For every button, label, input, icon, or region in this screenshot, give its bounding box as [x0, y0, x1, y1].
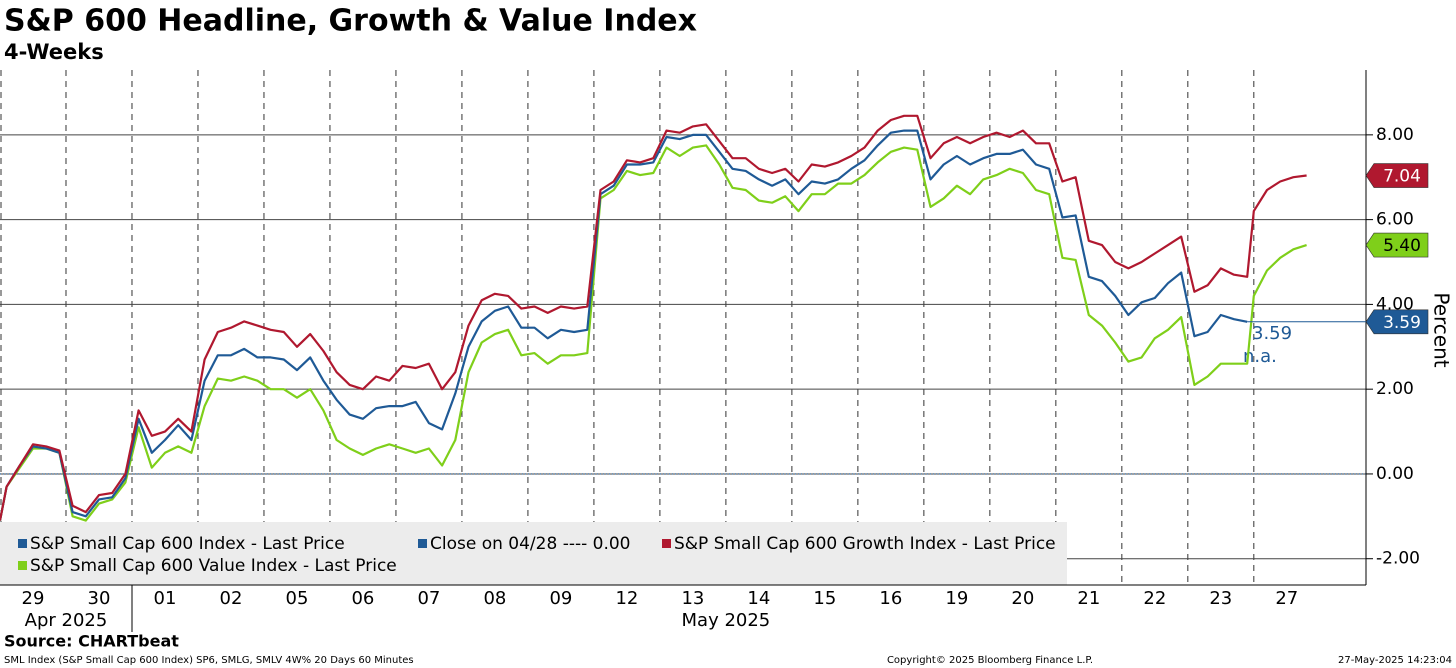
y-tick-label: 4.00 — [1376, 294, 1414, 314]
series-line — [0, 144, 1307, 522]
value-tag-label: 3.59 — [1383, 313, 1421, 333]
legend-label: S&P Small Cap 600 Growth Index - Last Pr… — [674, 534, 1056, 554]
chart-subtitle: 4-Weeks — [4, 40, 104, 64]
series-line — [0, 129, 1248, 521]
legend-swatch — [418, 539, 427, 548]
x-tick-label: 30 — [88, 588, 111, 609]
x-tick-label: 21 — [1077, 588, 1100, 609]
annotation: n.a. — [1243, 346, 1277, 367]
x-tick-label: 19 — [945, 588, 968, 609]
value-tag — [1365, 309, 1429, 335]
month-label: May 2025 — [682, 610, 771, 631]
legend-swatch — [18, 539, 27, 548]
source: Source: CHARTbeat — [4, 632, 179, 651]
x-tick-label: 13 — [681, 588, 704, 609]
chart-title: S&P 600 Headline, Growth & Value Index — [4, 4, 697, 39]
y-tick-label: 6.00 — [1376, 210, 1414, 230]
legend-swatch — [18, 561, 27, 570]
x-tick-label: 22 — [1143, 588, 1166, 609]
x-tick-label: 07 — [417, 588, 440, 609]
footer-left: SML Index (S&P Small Cap 600 Index) SP6,… — [4, 655, 414, 666]
x-tick-label: 20 — [1011, 588, 1034, 609]
x-tick-label: 12 — [615, 588, 638, 609]
footer-center: Copyright© 2025 Bloomberg Finance L.P. — [887, 655, 1093, 666]
x-tick-label: 02 — [220, 588, 243, 609]
legend-label: S&P Small Cap 600 Index - Last Price — [30, 534, 345, 554]
x-tick-label: 08 — [483, 588, 506, 609]
value-tag — [1365, 163, 1429, 188]
x-tick-label: 06 — [351, 588, 374, 609]
y-tick-label: 2.00 — [1376, 379, 1414, 399]
y-tick-label: 0.00 — [1376, 464, 1414, 484]
y-tick-label: 8.00 — [1376, 125, 1414, 145]
legend-label: S&P Small Cap 600 Value Index - Last Pri… — [30, 556, 397, 576]
y-tick-label: -2.00 — [1376, 549, 1420, 569]
x-tick-label: 01 — [154, 588, 177, 609]
x-tick-label: 14 — [747, 588, 770, 609]
x-tick-label: 29 — [22, 588, 45, 609]
value-tag-label: 7.04 — [1383, 167, 1421, 187]
x-tick-label: 09 — [549, 588, 572, 609]
y-axis-label: Percent — [1430, 292, 1454, 367]
legend-box — [0, 522, 1067, 585]
annotation: 3.59 — [1252, 323, 1292, 344]
value-tag — [1365, 232, 1429, 258]
month-label: Apr 2025 — [25, 610, 108, 631]
x-tick-label: 23 — [1209, 588, 1232, 609]
x-tick-label: 15 — [813, 588, 836, 609]
series-line — [0, 114, 1307, 521]
x-tick-label: 16 — [879, 588, 902, 609]
x-tick-label: 27 — [1275, 588, 1298, 609]
x-tick-label: 05 — [286, 588, 309, 609]
value-tag-label: 5.40 — [1383, 236, 1421, 256]
legend-swatch — [662, 539, 671, 548]
legend-label: Close on 04/28 ---- 0.00 — [430, 534, 630, 554]
footer-right: 27-May-2025 14:23:04 — [1338, 655, 1452, 666]
